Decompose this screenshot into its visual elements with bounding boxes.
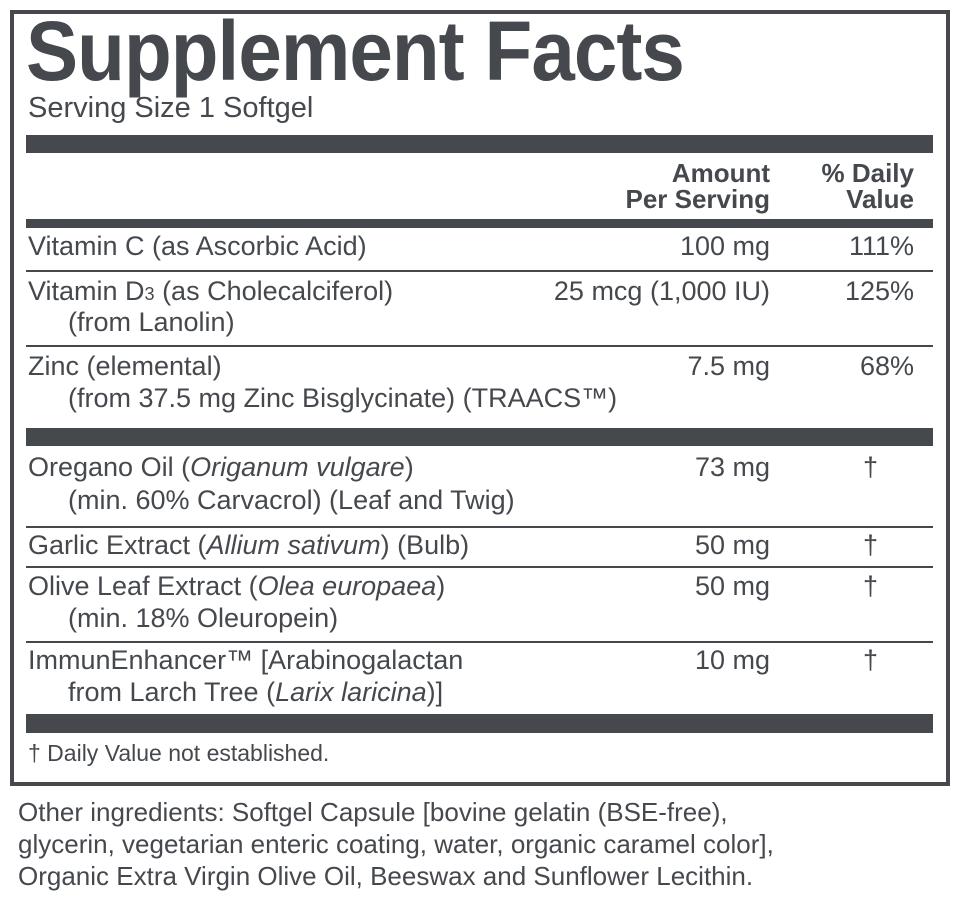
ingredient-name: Olive Leaf Extract (Olea europaea) bbox=[28, 571, 445, 602]
serving-size: Serving Size 1 Softgel bbox=[28, 92, 314, 124]
dagger-mark: † bbox=[863, 530, 879, 560]
dagger-mark: † bbox=[863, 452, 879, 482]
dv-header-line2: Value bbox=[846, 184, 914, 214]
medium-divider bbox=[26, 219, 933, 228]
latin-name: Allium sativum bbox=[206, 530, 381, 560]
name-part: )] bbox=[426, 677, 444, 707]
nutrient-name: Vitamin D3 (as Cholecalciferol) bbox=[28, 276, 393, 310]
nutrient-name: Zinc (elemental) bbox=[28, 351, 222, 381]
thick-divider bbox=[26, 135, 933, 153]
thick-divider bbox=[26, 714, 933, 733]
nutrient-dv: 111% bbox=[848, 231, 914, 261]
other-ingredients-line: Organic Extra Virgin Olive Oil, Beeswax … bbox=[18, 861, 754, 891]
ingredient-name: Oregano Oil (Origanum vulgare) bbox=[28, 452, 414, 483]
nutrient-amount: 25 mcg (1,000 IU) bbox=[553, 276, 770, 306]
other-ingredients-line: Other ingredients: Softgel Capsule [bovi… bbox=[18, 797, 728, 827]
supplement-facts-panel bbox=[10, 10, 950, 786]
amount-header-line1: Amount bbox=[671, 158, 770, 188]
row-divider bbox=[26, 566, 933, 568]
ingredient-amount: 10 mg bbox=[694, 645, 770, 675]
latin-name: Larix laricina bbox=[275, 677, 427, 707]
name-part: ) bbox=[436, 571, 446, 601]
dv-header-line1: % Daily bbox=[821, 158, 915, 188]
name-part: ) bbox=[404, 452, 414, 482]
name-part: Garlic Extract ( bbox=[28, 530, 207, 560]
nutrient-source: (from 37.5 mg Zinc Bisglycinate) (TRAACS… bbox=[68, 383, 618, 413]
ingredient-amount: 73 mg bbox=[694, 452, 770, 482]
row-divider bbox=[26, 345, 933, 347]
latin-name: Origanum vulgare bbox=[190, 452, 405, 482]
ingredient-amount: 50 mg bbox=[694, 530, 770, 560]
ingredient-detail: from Larch Tree (Larix laricina)] bbox=[28, 677, 443, 708]
name-subscript: 3 bbox=[144, 284, 155, 304]
amount-header: Amount Per Serving bbox=[625, 160, 770, 212]
other-ingredients: Other ingredients: Softgel Capsule [bovi… bbox=[18, 796, 774, 892]
row-divider bbox=[26, 641, 933, 643]
dv-header: % Daily Value bbox=[822, 160, 915, 212]
nutrient-amount: 100 mg bbox=[679, 231, 770, 261]
nutrient-dv: 68% bbox=[859, 351, 914, 381]
nutrient-dv: 125% bbox=[844, 276, 914, 306]
nutrient-amount: 7.5 mg bbox=[687, 351, 770, 381]
amount-header-line2: Per Serving bbox=[625, 184, 770, 214]
ingredient-name: ImmunEnhancer™ [Arabinogalactan bbox=[28, 645, 464, 675]
name-part: Olive Leaf Extract ( bbox=[28, 571, 258, 601]
name-part: ) (Bulb) bbox=[380, 530, 470, 560]
name-part: Vitamin D bbox=[28, 276, 145, 306]
ingredient-amount: 50 mg bbox=[694, 571, 770, 601]
dagger-mark: † bbox=[863, 571, 879, 601]
nutrient-name: Vitamin C (as Ascorbic Acid) bbox=[28, 231, 367, 261]
ingredient-detail: (min. 18% Oleuropein) bbox=[68, 603, 339, 633]
panel-title: Supplement Facts bbox=[26, 4, 685, 98]
nutrient-source: (from Lanolin) bbox=[68, 307, 235, 337]
ingredient-name: Garlic Extract (Allium sativum) (Bulb) bbox=[28, 530, 469, 561]
other-ingredients-line: glycerin, vegetarian enteric coating, wa… bbox=[18, 829, 774, 859]
latin-name: Olea europaea bbox=[257, 571, 437, 601]
dagger-mark: † bbox=[863, 645, 879, 675]
row-divider bbox=[26, 270, 933, 272]
name-part: from Larch Tree ( bbox=[68, 677, 276, 707]
name-part: (as Cholecalciferol) bbox=[154, 276, 394, 306]
name-part: Oregano Oil ( bbox=[28, 452, 191, 482]
footnote: † Daily Value not established. bbox=[28, 740, 330, 766]
thick-divider bbox=[26, 428, 933, 446]
row-divider bbox=[26, 526, 933, 528]
ingredient-detail: (min. 60% Carvacrol) (Leaf and Twig) bbox=[68, 485, 515, 515]
